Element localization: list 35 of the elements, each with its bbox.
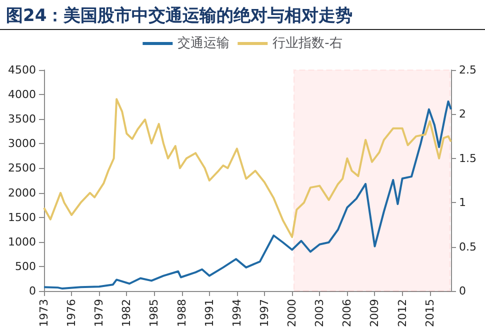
- y2-tick-label: 1.5: [459, 152, 476, 165]
- x-tick-label: 1988: [175, 299, 188, 327]
- y-tick-label: 500: [15, 260, 36, 273]
- y-tick-label: 2500: [8, 162, 36, 175]
- y-tick-label: 1500: [8, 210, 36, 224]
- x-tick-label: 2000: [286, 299, 299, 327]
- legend-label: 行业指数-右: [272, 36, 342, 51]
- legend-label: 交通运输: [178, 35, 230, 51]
- x-tick-label: 2009: [368, 299, 382, 327]
- y-tick-label: 3000: [8, 137, 36, 150]
- x-tick-label: 1979: [92, 299, 106, 327]
- y2-tick-label: 1: [459, 196, 466, 210]
- y-tick-label: 4500: [8, 64, 36, 76]
- x-tick-label: 1976: [65, 299, 78, 327]
- x-tick-label: 1985: [148, 299, 161, 327]
- x-tick-label: 2015: [423, 299, 436, 327]
- x-tick-label: 1973: [38, 299, 50, 327]
- y-tick-label: 4000: [8, 88, 36, 102]
- y2-tick-label: 2.5: [459, 64, 476, 76]
- x-tick-label: 1991: [202, 299, 216, 327]
- y-tick-label: 1000: [8, 235, 36, 248]
- y2-tick-label: 0: [459, 284, 466, 298]
- chart-title: 图24：美国股市中交通运输的绝对与相对走势: [0, 0, 485, 30]
- y2-tick-label: 2: [459, 108, 466, 121]
- x-tick-label: 1994: [230, 299, 244, 327]
- x-tick-label: 2006: [340, 299, 354, 327]
- x-tick-label: 1997: [258, 299, 271, 327]
- x-tick-label: 2003: [313, 299, 326, 327]
- y2-tick-label: 0.5: [459, 240, 476, 254]
- x-tick-label: 1982: [120, 299, 134, 327]
- y-tick-label: 0: [29, 284, 36, 298]
- y-tick-label: 2000: [8, 186, 36, 200]
- y-tick-label: 3500: [8, 112, 36, 126]
- line-series: [43, 98, 452, 238]
- x-tick-label: 2012: [396, 299, 409, 327]
